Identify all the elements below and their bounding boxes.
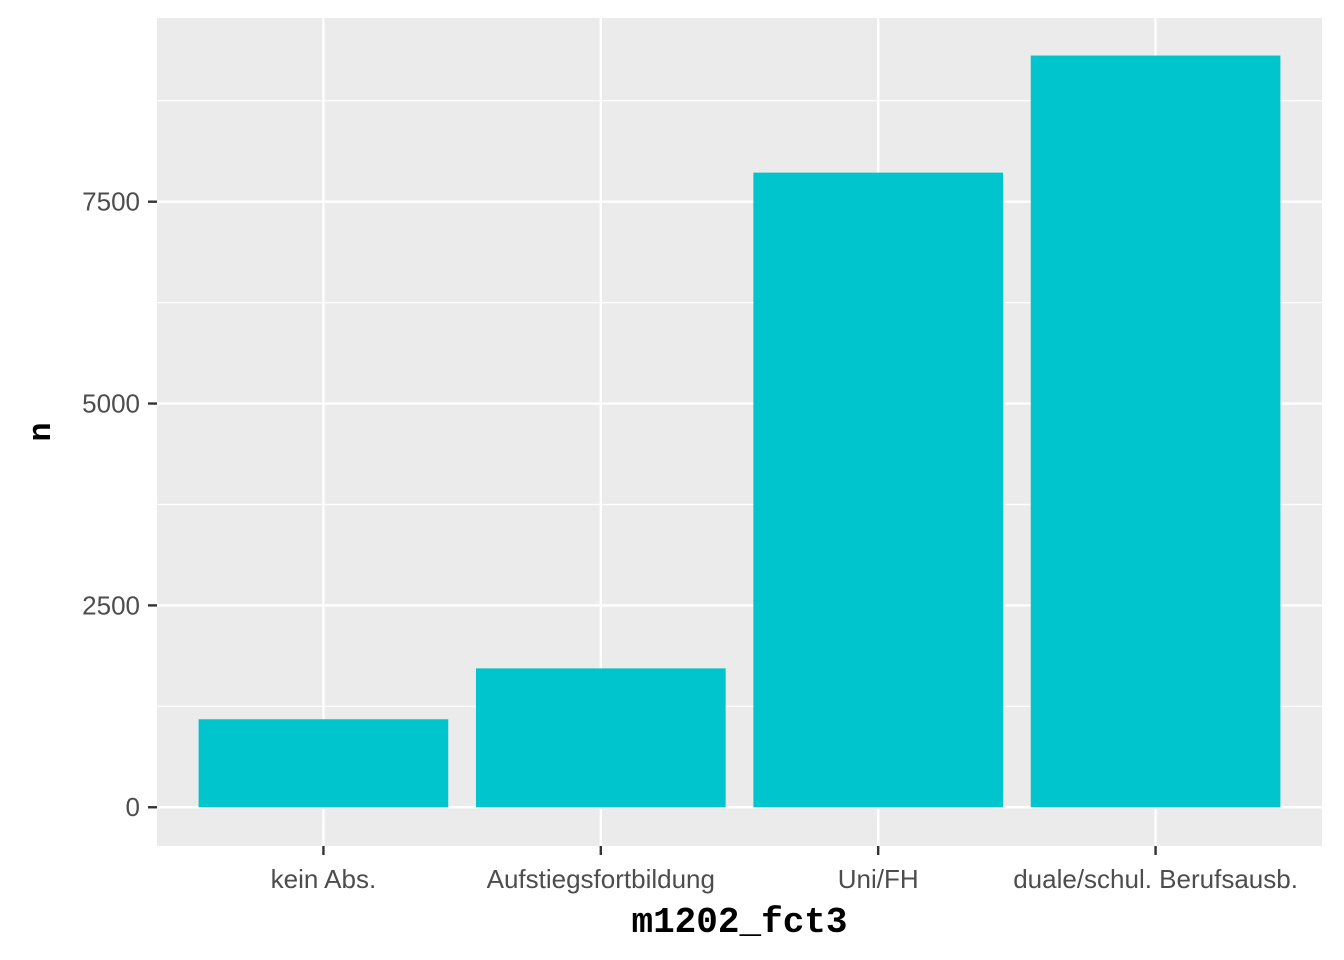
bars: [198, 55, 1281, 808]
bar-3: [1030, 55, 1281, 808]
y-tick-label-0: 0: [126, 792, 140, 822]
y-axis-title: n: [23, 422, 60, 441]
bar-0: [198, 719, 449, 808]
x-axis-title: m1202_fct3: [631, 902, 847, 943]
x-axis-ticks: kein Abs. Aufstiegsfortbildung Uni/FH duale…: [271, 846, 1298, 894]
x-tick-label-2: Uni/FH: [838, 864, 919, 894]
y-tick-label-1: 2500: [82, 590, 140, 620]
x-tick-label-0: kein Abs.: [271, 864, 377, 894]
x-tick-label-1: Aufstiegsfortbildung: [487, 864, 715, 894]
bar-2: [753, 172, 1004, 808]
bar-1: [475, 668, 726, 808]
y-axis-ticks: 0 2500 5000 7500: [82, 187, 157, 822]
y-tick-label-2: 5000: [82, 389, 140, 419]
y-tick-label-3: 7500: [82, 187, 140, 217]
x-tick-label-3: duale/schul. Berufsausb.: [1013, 864, 1298, 894]
